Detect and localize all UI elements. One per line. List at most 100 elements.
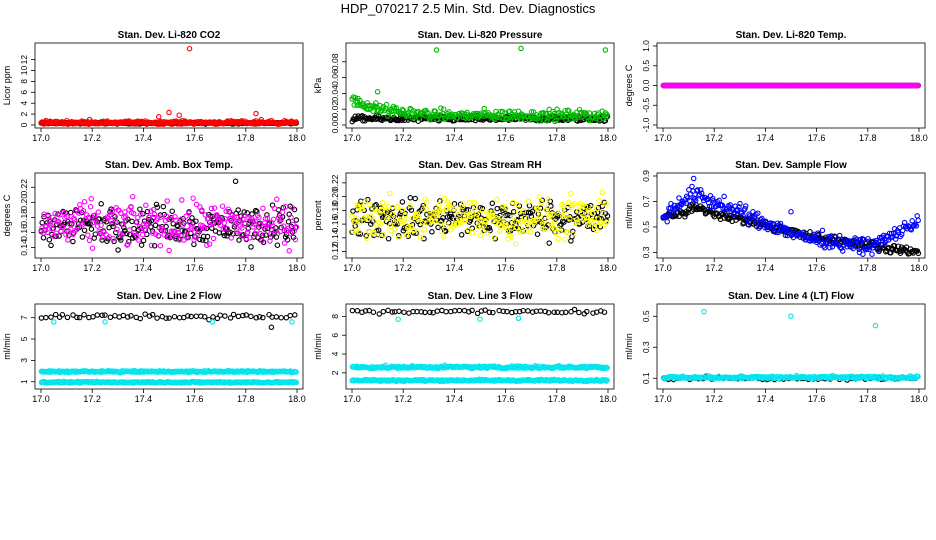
data-point: [274, 242, 281, 248]
x-tick-label: 18.0: [288, 394, 306, 404]
series-cyan: [660, 308, 921, 382]
data-point: [126, 227, 133, 233]
data-point: [387, 190, 393, 197]
data-point: [213, 212, 220, 218]
y-tick-label: 0.22: [330, 174, 340, 191]
data-point: [38, 315, 45, 321]
data-point: [915, 82, 921, 89]
data-point: [267, 238, 273, 244]
data-point: [494, 196, 500, 203]
data-point: [292, 312, 298, 318]
x-tick-label: 17.0: [343, 133, 361, 143]
data-point: [61, 209, 67, 216]
data-point: [374, 89, 381, 95]
data-point: [690, 175, 697, 182]
data-point: [289, 319, 295, 325]
x-tick-label: 18.0: [910, 133, 928, 143]
data-point: [190, 195, 196, 201]
data-point: [288, 214, 294, 221]
y-tick-label: 0.00: [330, 116, 340, 133]
data-point: [585, 117, 592, 124]
data-point: [385, 235, 392, 242]
data-point: [819, 227, 826, 234]
data-point: [148, 242, 155, 249]
data-point: [169, 208, 175, 214]
data-point: [210, 220, 216, 227]
data-point: [217, 222, 224, 228]
series-cyan-upper: [38, 319, 299, 376]
x-tick-label: 17.6: [186, 133, 204, 143]
data-point: [48, 314, 54, 320]
y-tick-label: 0.18: [330, 202, 340, 219]
data-point: [120, 312, 127, 319]
data-point: [434, 308, 441, 314]
data-point: [195, 225, 201, 232]
data-point: [39, 219, 45, 226]
data-point: [98, 222, 104, 229]
data-point: [129, 193, 136, 200]
data-point: [241, 212, 247, 219]
data-point: [188, 223, 195, 229]
data-point: [232, 222, 239, 228]
data-point: [99, 234, 106, 241]
x-tick-label: 17.2: [394, 133, 412, 143]
data-point: [204, 216, 211, 222]
data-point: [94, 223, 101, 229]
data-point: [112, 219, 118, 225]
data-point: [543, 110, 550, 117]
data-point: [721, 193, 727, 200]
data-point: [152, 231, 159, 238]
chart-title: Stan. Dev. Line 2 Flow: [117, 291, 222, 302]
data-point: [102, 312, 108, 318]
data-point: [421, 226, 427, 233]
x-tick-label: 17.8: [548, 263, 566, 273]
data-point: [145, 216, 152, 223]
data-point: [232, 178, 239, 185]
data-point: [93, 218, 99, 225]
y-tick-label: 10: [19, 66, 29, 76]
series-red: [38, 45, 299, 127]
data-point: [352, 94, 358, 101]
x-tick-label: 17.2: [83, 133, 101, 143]
y-tick-label: 0.0: [641, 79, 651, 91]
data-point: [518, 45, 524, 52]
series-green: [349, 45, 610, 125]
data-point: [250, 224, 256, 230]
data-point: [370, 309, 377, 315]
data-point: [257, 231, 264, 237]
y-tick-label: 0.08: [330, 53, 340, 70]
data-point: [292, 120, 298, 126]
data-point: [914, 213, 920, 219]
data-point: [166, 247, 172, 254]
data-point: [664, 218, 670, 225]
data-point: [492, 235, 498, 242]
data-point: [186, 45, 193, 52]
data-point: [245, 229, 251, 235]
data-point: [88, 196, 94, 202]
data-point: [226, 208, 232, 215]
data-point: [128, 203, 134, 210]
x-tick-label: 17.4: [135, 263, 153, 273]
data-point: [149, 228, 156, 234]
x-tick-label: 17.6: [497, 263, 515, 273]
data-point: [701, 308, 707, 315]
data-point: [256, 214, 262, 221]
data-point: [438, 105, 444, 111]
data-point: [576, 309, 582, 316]
data-point: [193, 313, 200, 319]
x-tick-label: 18.0: [599, 263, 617, 273]
data-point: [236, 237, 242, 243]
data-point: [169, 234, 176, 240]
data-point: [218, 216, 225, 223]
data-point: [494, 205, 500, 212]
data-point: [603, 114, 609, 121]
data-point: [176, 230, 182, 236]
data-point: [70, 238, 76, 245]
data-point: [79, 234, 86, 240]
data-point: [602, 47, 609, 53]
data-point: [158, 214, 164, 220]
data-point: [555, 235, 561, 242]
data-point: [512, 240, 519, 247]
data-point: [363, 233, 370, 239]
